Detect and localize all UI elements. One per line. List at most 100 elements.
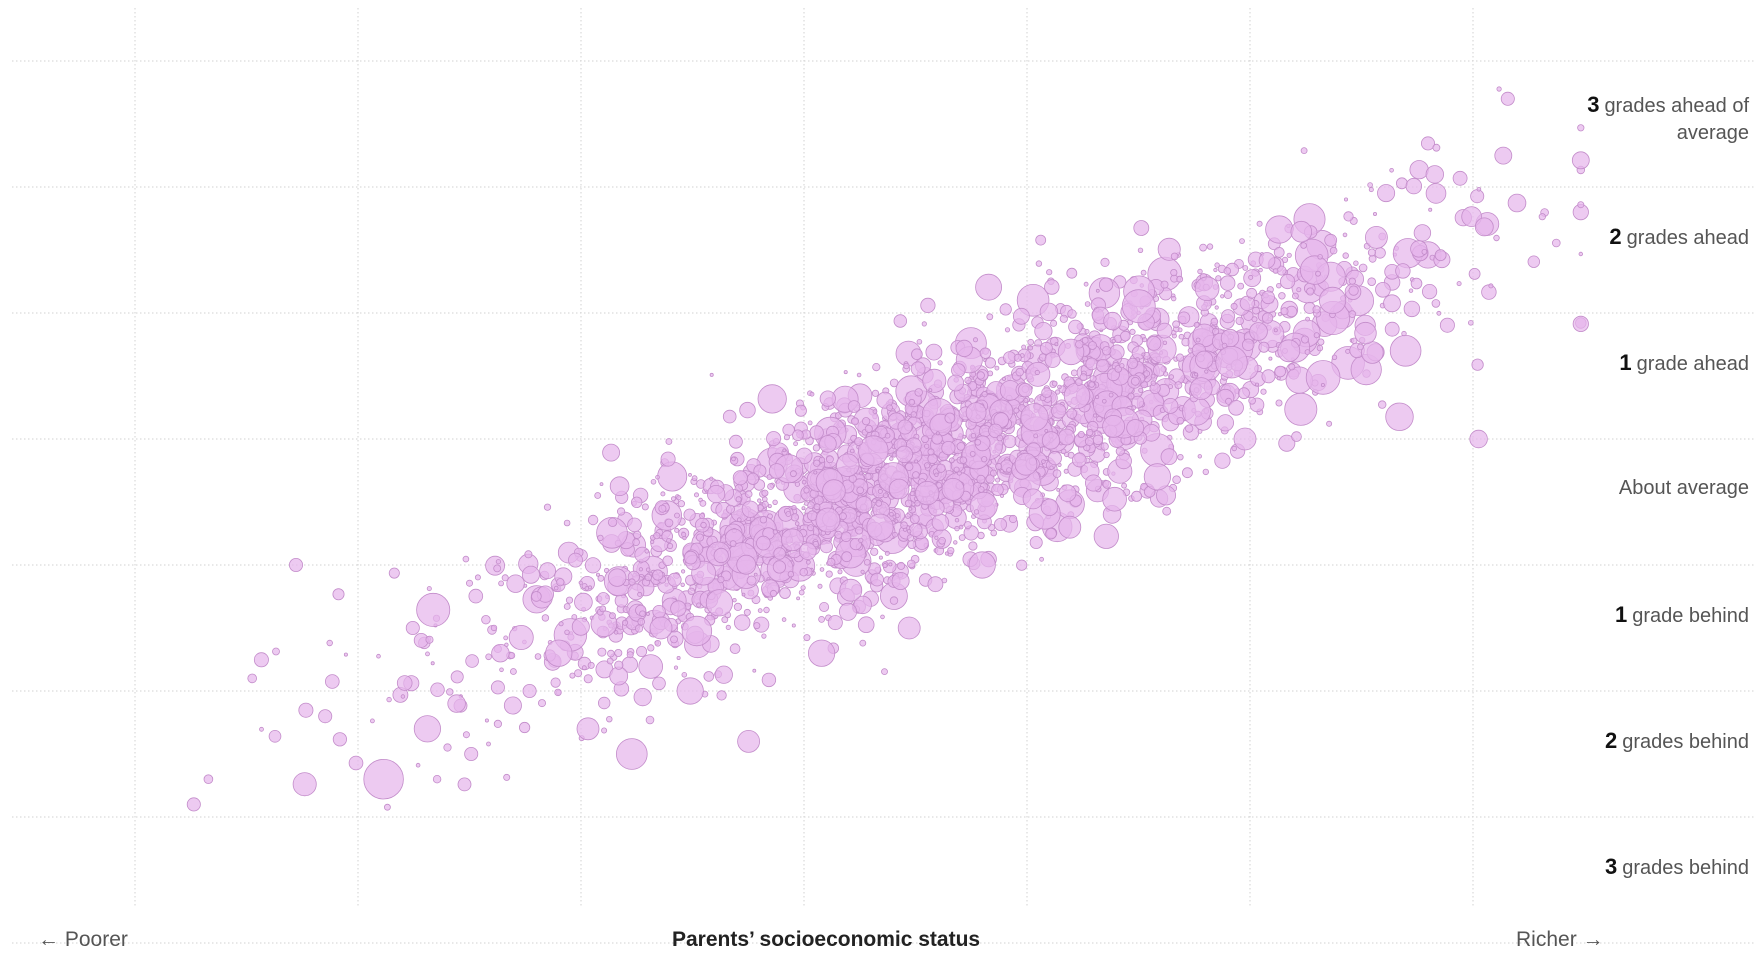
- district-dot: [662, 555, 673, 567]
- district-dot: [1571, 151, 1590, 170]
- district-dot: [1041, 431, 1061, 450]
- district-dot: [1172, 320, 1180, 329]
- district-dot: [818, 456, 826, 464]
- district-dot: [628, 578, 636, 586]
- data-point: [1469, 429, 1488, 449]
- y-tick-label: 1 grade ahead: [1619, 350, 1749, 375]
- district-dot: [1374, 247, 1386, 259]
- district-dot: [973, 337, 979, 343]
- district-dot: [871, 389, 880, 397]
- district-dot: [1095, 288, 1100, 293]
- district-dot: [1052, 469, 1062, 478]
- data-point: [413, 715, 441, 743]
- district-dot: [1044, 351, 1061, 368]
- district-dot: [430, 661, 435, 666]
- district-dot: [485, 653, 492, 661]
- district-dot: [725, 624, 731, 631]
- district-dot: [1367, 182, 1373, 188]
- district-dot: [772, 499, 778, 505]
- district-dot: [272, 647, 280, 656]
- y-tick-label: About average: [1618, 477, 1749, 499]
- district-dot: [798, 589, 805, 596]
- district-dot: [416, 592, 451, 627]
- district-dot: [1199, 243, 1207, 252]
- district-dot: [855, 496, 873, 514]
- district-dot: [709, 372, 714, 377]
- district-dot: [650, 478, 657, 485]
- district-dot: [1072, 452, 1087, 468]
- district-dot: [990, 529, 997, 537]
- district-dot: [1130, 376, 1140, 386]
- district-dot: [1342, 252, 1349, 259]
- district-dot: [858, 471, 864, 476]
- district-dot: [988, 423, 1003, 439]
- data-point: [839, 578, 863, 602]
- data-point: [1102, 414, 1125, 438]
- district-dot: [1168, 374, 1175, 380]
- district-dot: [681, 532, 687, 538]
- district-dot: [495, 559, 501, 565]
- data-point: [576, 717, 600, 741]
- district-dot: [905, 513, 911, 519]
- district-dot: [906, 559, 916, 569]
- district-dot: [916, 338, 923, 345]
- district-dot: [1280, 307, 1289, 316]
- district-dot: [877, 488, 883, 494]
- district-dot: [739, 401, 756, 419]
- district-dot: [864, 424, 873, 433]
- district-dot: [1306, 287, 1315, 296]
- district-dot: [909, 490, 915, 496]
- district-dot: [1039, 556, 1044, 562]
- district-dot: [882, 492, 889, 499]
- district-dot: [614, 660, 624, 670]
- district-dot: [1496, 86, 1502, 92]
- district-dot: [1177, 311, 1191, 325]
- district-dot: [1421, 136, 1436, 151]
- district-dot: [534, 653, 542, 660]
- district-dot: [1127, 392, 1135, 400]
- district-dot: [1017, 382, 1033, 398]
- district-dot: [554, 688, 562, 697]
- district-dot: [947, 374, 965, 392]
- district-dot: [683, 508, 696, 521]
- district-dot: [1249, 322, 1268, 341]
- district-dot: [1286, 252, 1292, 258]
- district-dot: [953, 466, 960, 473]
- district-dot: [801, 506, 806, 511]
- district-dot: [884, 550, 890, 556]
- district-dot: [493, 719, 502, 729]
- data-point: [1189, 377, 1213, 401]
- district-dot: [726, 504, 736, 514]
- district-dot: [973, 509, 980, 515]
- district-dot: [644, 548, 650, 554]
- district-dot: [856, 486, 864, 495]
- district-dot: [767, 483, 774, 490]
- district-dot: [432, 775, 442, 784]
- district-dot: [783, 434, 790, 441]
- district-dot: [1214, 305, 1219, 310]
- district-dot: [558, 621, 564, 627]
- district-dot: [1092, 434, 1104, 446]
- district-dot: [790, 470, 797, 478]
- district-dot: [713, 547, 729, 564]
- district-dot: [660, 451, 676, 467]
- district-dot: [1131, 405, 1137, 411]
- district-dot: [1047, 451, 1062, 466]
- district-dot: [888, 478, 910, 500]
- district-dot: [794, 404, 807, 417]
- district-dot: [474, 574, 481, 581]
- district-dot: [922, 368, 947, 393]
- district-dot: [1067, 309, 1077, 319]
- district-dot: [383, 803, 391, 811]
- district-dot: [1299, 255, 1330, 285]
- district-dot: [729, 540, 737, 547]
- district-dot: [1305, 316, 1310, 322]
- district-dot: [1258, 341, 1270, 353]
- district-dot: [731, 456, 736, 462]
- district-dot: [1081, 336, 1089, 344]
- district-dot: [1292, 292, 1299, 300]
- district-dot: [626, 651, 634, 659]
- district-dot: [813, 459, 821, 467]
- district-dot: [1023, 397, 1029, 403]
- district-dot: [870, 547, 879, 556]
